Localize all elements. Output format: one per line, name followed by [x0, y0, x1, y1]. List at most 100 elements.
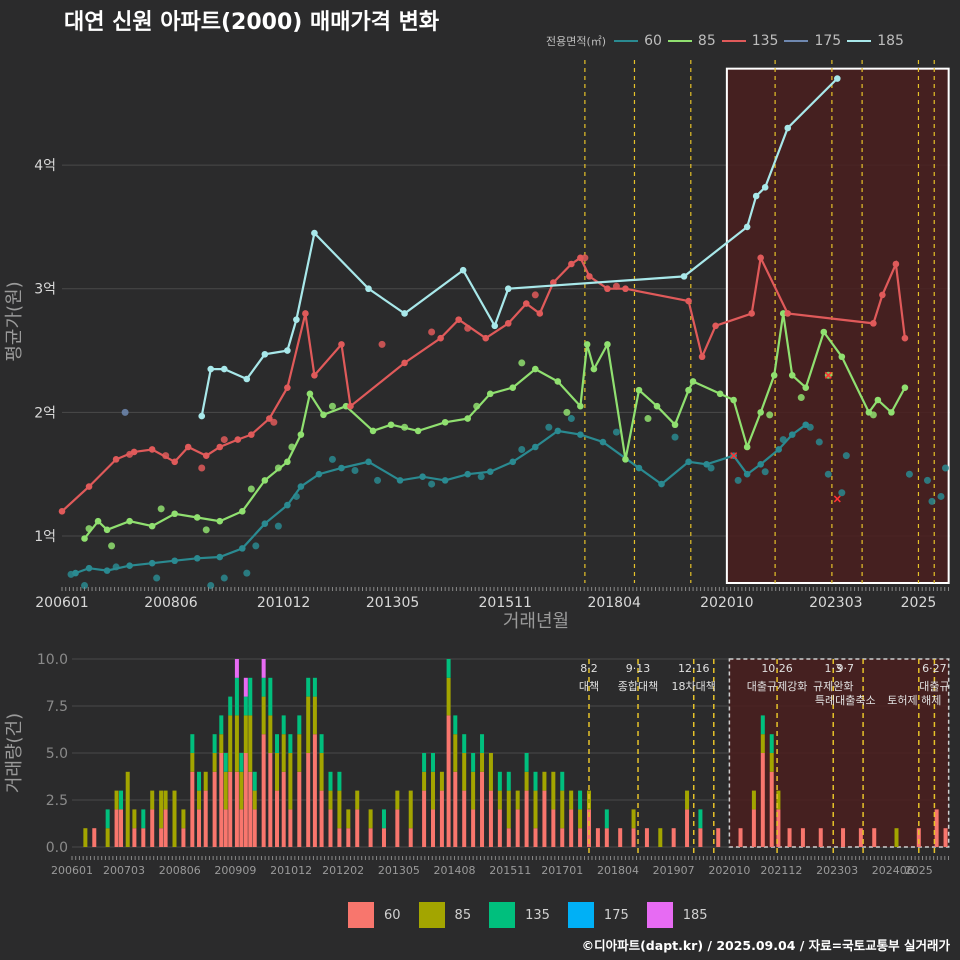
volume-bar-85	[190, 753, 195, 772]
volume-bar-60	[337, 828, 342, 847]
line-point-85	[261, 477, 269, 484]
volume-bar-60	[288, 809, 293, 847]
line-point-85	[685, 386, 692, 394]
scatter-point-60	[477, 473, 485, 481]
volume-bar-85	[422, 771, 427, 791]
line-point-185	[198, 412, 206, 420]
line-point-135	[401, 359, 408, 367]
highlight-region	[725, 67, 950, 584]
volume-bar-85	[776, 790, 781, 810]
volume-bar-85	[275, 753, 280, 791]
line-point-85	[306, 390, 314, 398]
annotation-text: 18차대책	[672, 680, 716, 693]
price-legend: 전용면적(㎡) 60 85 135 175 185	[546, 31, 910, 51]
line-point-60	[658, 480, 665, 488]
vol-y-tick-label: 2.5	[46, 793, 68, 809]
scatter-point-135	[378, 340, 386, 348]
volume-bar-60	[453, 771, 458, 847]
line-point-60	[441, 477, 449, 484]
volume-bar-135	[105, 809, 110, 829]
volume-bar-60	[159, 828, 164, 847]
volume-bar-85	[408, 790, 413, 829]
scatter-point-85	[766, 411, 774, 419]
volume-bar-60	[243, 753, 248, 847]
volume-bar-135	[252, 771, 257, 791]
line-point-85	[716, 390, 724, 398]
annotation-text: 종합대책	[618, 680, 658, 693]
line-point-135	[171, 458, 178, 466]
line-point-60	[486, 468, 494, 476]
volume-bar-85	[894, 828, 899, 847]
volume-bar-60	[800, 828, 805, 847]
volume-bar-135	[234, 677, 239, 716]
volume-bar-60	[252, 809, 257, 847]
volume-bar-60	[841, 828, 846, 847]
volume-bar-135	[769, 734, 774, 753]
volume-bar-60	[943, 828, 948, 847]
volume-bar-60	[506, 828, 511, 847]
line-point-85	[838, 353, 846, 361]
volume-bar-135	[239, 753, 244, 772]
volume-bar-60	[408, 828, 413, 847]
line-point-85	[297, 431, 305, 438]
volume-bar-60	[618, 828, 623, 847]
line-point-60	[775, 446, 783, 453]
volume-bar-85	[462, 753, 467, 791]
volume-bar-85	[658, 828, 663, 847]
scatter-point-85	[108, 542, 116, 550]
line-point-60	[554, 427, 562, 435]
scatter-point-60	[928, 497, 936, 505]
line-point-135	[130, 448, 138, 456]
x-axis-title: 거래년월	[503, 611, 569, 632]
line-point-85	[554, 378, 562, 385]
volume-bar-85	[551, 771, 556, 810]
volume-bar-135	[297, 715, 302, 735]
volume-bar-85	[203, 771, 208, 791]
volume-bar-135	[223, 753, 228, 772]
line-point-60	[599, 438, 607, 446]
line-point-60	[72, 569, 79, 577]
scatter-point-60	[153, 574, 161, 582]
line-point-85	[874, 396, 882, 404]
line-point-85	[284, 458, 291, 466]
line-point-135	[712, 322, 719, 330]
volume-bar-85	[228, 715, 233, 772]
volume-bar-135	[381, 809, 386, 829]
x-tick-label: 201511	[479, 595, 532, 611]
legend-item-135: 135	[721, 33, 778, 49]
volume-bar-60	[760, 753, 765, 847]
volume-bar-85	[368, 809, 373, 829]
line-point-60	[531, 443, 539, 451]
line-point-135	[577, 254, 584, 262]
volume-bar-60	[368, 828, 373, 847]
line-point-135	[455, 316, 462, 323]
volume-bar-60	[480, 771, 485, 847]
volume-bar-85	[281, 734, 286, 772]
volume-bar-135	[337, 771, 342, 791]
y-axis-title: 평균가(원)	[4, 281, 25, 361]
x-marker	[833, 495, 841, 503]
volume-bar-135	[480, 734, 485, 753]
volume-bar-60	[560, 828, 565, 847]
volume-bar-60	[716, 828, 721, 847]
volume-bar-85	[355, 790, 360, 810]
volume-bar-85	[252, 790, 257, 810]
line-point-135	[504, 320, 512, 327]
volume-bar-60	[346, 828, 351, 847]
vol-x-tick-label: 201804	[597, 864, 639, 877]
volume-legend: 60 85 135 175 185	[348, 902, 726, 928]
volume-bar-135	[243, 696, 248, 716]
line-point-135	[248, 431, 255, 438]
volume-bar-185	[243, 677, 248, 697]
vol-x-tick-label: 201305	[378, 864, 420, 877]
line-point-135	[879, 291, 886, 299]
volume-bar-60	[751, 809, 756, 847]
scatter-point-60	[671, 433, 679, 441]
volume-bar-85	[319, 753, 324, 791]
vol-y-tick-label: 0.0	[46, 840, 68, 856]
volume-bar-60	[190, 771, 195, 847]
volume-bar-85	[234, 715, 239, 772]
y-tick-label: 1억	[34, 529, 56, 545]
volume-bar-60	[934, 809, 939, 847]
scatter-point-60	[612, 428, 620, 436]
